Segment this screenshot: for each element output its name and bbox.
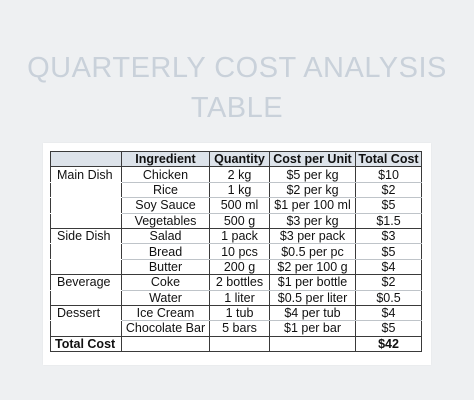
table-row: Butter 200 g $2 per 100 g $4 xyxy=(50,259,422,276)
table-row: Rice 1 kg $2 per kg $2 xyxy=(50,182,422,199)
cell-ingredient[interactable]: Butter xyxy=(121,259,210,276)
cell-cost-per-unit[interactable]: $2 per kg xyxy=(269,182,356,199)
cell-total-cost[interactable]: $2 xyxy=(355,182,422,199)
cell-cost-per-unit[interactable]: $2 per 100 g xyxy=(269,259,356,276)
total-empty-cell[interactable] xyxy=(269,335,356,353)
total-empty-cell[interactable] xyxy=(121,335,210,353)
cell-cost-per-unit[interactable]: $3 per pack xyxy=(269,228,356,245)
cell-quantity[interactable]: 1 kg xyxy=(209,182,270,199)
table-row: Bread 10 pcs $0.5 per pc $5 xyxy=(50,243,422,260)
cell-ingredient[interactable]: Chicken xyxy=(121,166,210,183)
cell-ingredient[interactable]: Soy Sauce xyxy=(121,197,210,214)
cell-quantity[interactable]: 1 pack xyxy=(209,228,270,245)
cell-cost-per-unit[interactable]: $3 per kg xyxy=(269,213,356,229)
cell-category[interactable] xyxy=(50,290,122,306)
total-empty-cell[interactable] xyxy=(209,335,270,353)
page-title: QUARTERLY COST ANALYSIS TABLE xyxy=(0,48,474,128)
cell-category[interactable] xyxy=(50,197,122,214)
cell-cost-per-unit[interactable]: $0.5 per pc xyxy=(269,243,356,260)
cell-quantity[interactable]: 2 bottles xyxy=(209,274,270,291)
grand-total-value[interactable]: $42 xyxy=(355,335,422,353)
header-total-cost[interactable]: Total Cost xyxy=(355,150,422,168)
table-row: Dessert Ice Cream 1 tub $4 per tub $4 xyxy=(50,305,422,322)
table-row: Soy Sauce 500 ml $1 per 100 ml $5 xyxy=(50,197,422,214)
header-cost-per-unit[interactable]: Cost per Unit xyxy=(269,150,356,168)
cell-total-cost[interactable]: $4 xyxy=(355,259,422,276)
cell-ingredient[interactable]: Rice xyxy=(121,182,210,199)
cell-quantity[interactable]: 5 bars xyxy=(209,320,270,337)
cell-quantity[interactable]: 500 g xyxy=(209,213,270,229)
header-ingredient[interactable]: Ingredient xyxy=(121,150,210,168)
page-title-line-1: QUARTERLY COST ANALYSIS xyxy=(27,52,447,84)
table-row: Vegetables 500 g $3 per kg $1.5 xyxy=(50,213,422,229)
cell-quantity[interactable]: 10 pcs xyxy=(209,243,270,260)
total-label[interactable]: Total Cost xyxy=(50,335,122,353)
cell-quantity[interactable]: 2 kg xyxy=(209,166,270,183)
cell-total-cost[interactable]: $5 xyxy=(355,197,422,214)
cell-cost-per-unit[interactable]: $5 per kg xyxy=(269,166,356,183)
cell-category[interactable] xyxy=(50,243,122,260)
cell-category[interactable] xyxy=(50,320,122,337)
cell-total-cost[interactable]: $2 xyxy=(355,274,422,291)
cell-category[interactable] xyxy=(50,259,122,276)
cell-ingredient[interactable]: Salad xyxy=(121,228,210,245)
cell-total-cost[interactable]: $0.5 xyxy=(355,290,422,306)
cell-ingredient[interactable]: Ice Cream xyxy=(121,305,210,322)
cell-ingredient[interactable]: Coke xyxy=(121,274,210,291)
cell-total-cost[interactable]: $4 xyxy=(355,305,422,322)
cell-ingredient[interactable]: Vegetables xyxy=(121,213,210,229)
cell-quantity[interactable]: 200 g xyxy=(209,259,270,276)
header-category[interactable] xyxy=(50,150,122,168)
table-row: Side Dish Salad 1 pack $3 per pack $3 xyxy=(50,228,422,245)
table-row: Chocolate Bar 5 bars $1 per bar $5 xyxy=(50,320,422,337)
cell-ingredient[interactable]: Bread xyxy=(121,243,210,260)
total-row: Total Cost $42 xyxy=(50,335,422,353)
cell-quantity[interactable]: 1 liter xyxy=(209,290,270,306)
cell-ingredient[interactable]: Water xyxy=(121,290,210,306)
header-quantity[interactable]: Quantity xyxy=(209,150,270,168)
cell-category[interactable]: Side Dish xyxy=(50,228,122,245)
cell-cost-per-unit[interactable]: $1 per 100 ml xyxy=(269,197,356,214)
table-row: Water 1 liter $0.5 per liter $0.5 xyxy=(50,290,422,306)
cell-category[interactable]: Beverage xyxy=(50,274,122,291)
page-title-line-2: TABLE xyxy=(190,92,284,124)
table-row: Main Dish Chicken 2 kg $5 per kg $10 xyxy=(50,166,422,183)
cell-total-cost[interactable]: $5 xyxy=(355,243,422,260)
cell-category[interactable] xyxy=(50,213,122,229)
table-row: Beverage Coke 2 bottles $1 per bottle $2 xyxy=(50,274,422,291)
cell-category[interactable]: Main Dish xyxy=(50,166,122,183)
cell-total-cost[interactable]: $3 xyxy=(355,228,422,245)
cell-quantity[interactable]: 1 tub xyxy=(209,305,270,322)
cell-total-cost[interactable]: $5 xyxy=(355,320,422,337)
cell-cost-per-unit[interactable]: $1 per bottle xyxy=(269,274,356,291)
cell-cost-per-unit[interactable]: $4 per tub xyxy=(269,305,356,322)
cell-category[interactable] xyxy=(50,182,122,199)
spreadsheet-sheet: Ingredient Quantity Cost per Unit Total … xyxy=(43,143,431,365)
cell-cost-per-unit[interactable]: $0.5 per liter xyxy=(269,290,356,306)
cost-analysis-table: Ingredient Quantity Cost per Unit Total … xyxy=(50,150,422,353)
cell-total-cost[interactable]: $1.5 xyxy=(355,213,422,229)
cell-cost-per-unit[interactable]: $1 per bar xyxy=(269,320,356,337)
cell-ingredient[interactable]: Chocolate Bar xyxy=(121,320,210,337)
cell-quantity[interactable]: 500 ml xyxy=(209,197,270,214)
header-row: Ingredient Quantity Cost per Unit Total … xyxy=(50,150,422,168)
cell-category[interactable]: Dessert xyxy=(50,305,122,322)
cell-total-cost[interactable]: $10 xyxy=(355,166,422,183)
